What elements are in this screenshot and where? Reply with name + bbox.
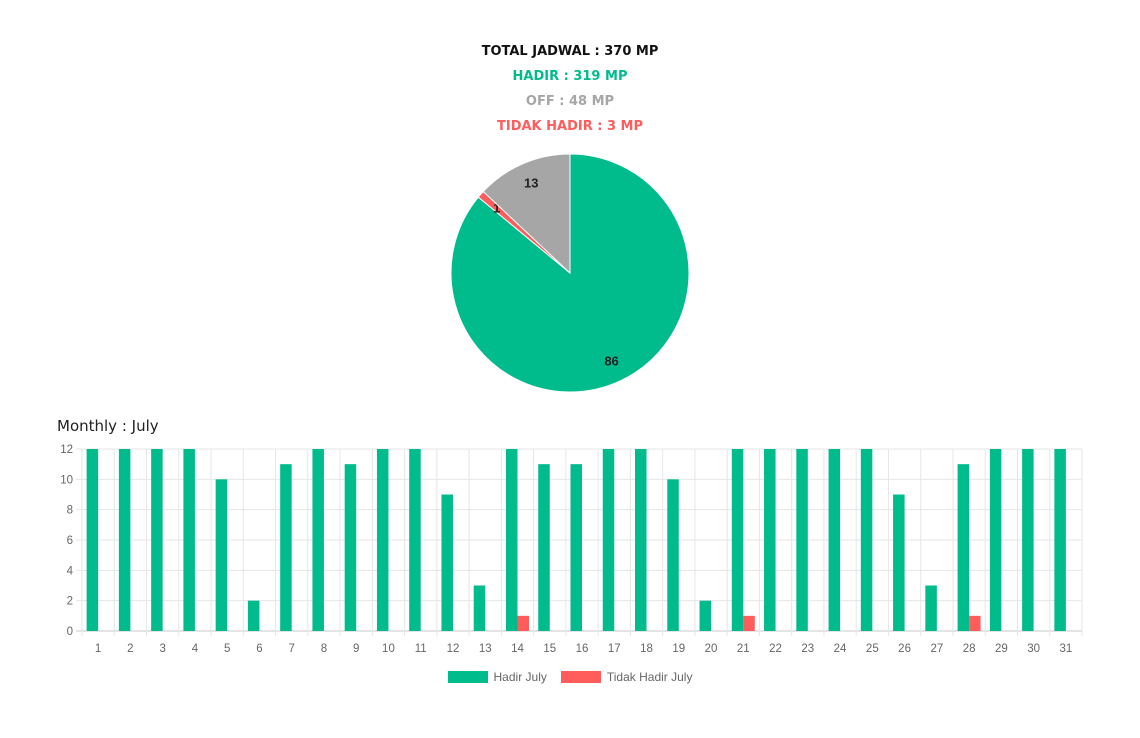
legend-item-tidak-hadir[interactable]: Tidak Hadir July	[560, 670, 693, 684]
x-tick-label: 12	[447, 643, 460, 655]
attendance-pie-chart: 86 1 13	[450, 153, 690, 393]
x-tick-label: 13	[479, 643, 492, 655]
x-tick-label: 31	[1059, 643, 1072, 655]
x-tick-label: 7	[288, 643, 294, 655]
bar-hadir-july-10[interactable]	[376, 449, 389, 631]
bar-hadir-july-30[interactable]	[1022, 449, 1034, 631]
bar-hadir-july-25[interactable]	[860, 449, 873, 631]
bar-hadir-july-19[interactable]	[667, 479, 679, 631]
total-jadwal-label: TOTAL JADWAL : 370 MP	[481, 44, 659, 59]
bar-hadir-july-16[interactable]	[570, 464, 583, 631]
x-tick-label: 1	[95, 643, 101, 655]
bar-hadir-july-26[interactable]	[893, 494, 905, 632]
bar-hadir-july-9[interactable]	[344, 464, 357, 631]
x-tick-label: 11	[415, 643, 427, 655]
x-tick-label: 22	[769, 643, 782, 655]
x-tick-label: 17	[608, 643, 621, 655]
y-tick-label: 2	[67, 596, 73, 608]
x-tick-label: 3	[159, 643, 165, 655]
pie-value-label-off: 13	[524, 175, 538, 190]
y-tick-label: 6	[67, 535, 73, 547]
x-tick-label: 5	[224, 643, 230, 655]
bar-hadir-july-2[interactable]	[118, 449, 131, 631]
bar-chart-legend: Hadir July Tidak Hadir July	[0, 670, 1140, 684]
x-tick-label: 18	[640, 643, 653, 655]
x-tick-label: 16	[576, 643, 589, 655]
bar-hadir-july-27[interactable]	[925, 585, 937, 632]
bar-hadir-july-7[interactable]	[280, 464, 292, 631]
bar-hadir-july-3[interactable]	[151, 449, 163, 631]
x-tick-label: 28	[963, 643, 976, 655]
bar-hadir-july-29[interactable]	[989, 449, 1002, 631]
off-label: OFF : 48 MP	[525, 94, 615, 109]
bar-hadir-july-18[interactable]	[635, 449, 647, 631]
y-tick-label: 0	[67, 626, 73, 638]
bar-hadir-july-20[interactable]	[699, 600, 712, 631]
bar-hadir-july-24[interactable]	[828, 449, 841, 631]
x-tick-label: 25	[866, 643, 879, 655]
monthly-chart-title: Monthly : July	[57, 417, 159, 435]
bar-hadir-july-12[interactable]	[441, 494, 453, 632]
x-tick-label: 21	[737, 643, 750, 655]
legend-swatch-hadir	[447, 671, 488, 683]
bar-hadir-july-17[interactable]	[602, 449, 615, 631]
x-tick-label: 14	[511, 643, 524, 655]
x-tick-label: 9	[353, 643, 359, 655]
x-tick-label: 4	[192, 643, 199, 655]
x-tick-label: 8	[321, 643, 327, 655]
x-tick-label: 30	[1027, 643, 1040, 655]
bar-hadir-july-13[interactable]	[473, 585, 486, 632]
x-tick-label: 15	[543, 643, 556, 655]
pie-value-label-tidak-hadir: 1	[493, 200, 500, 215]
bar-hadir-july-4[interactable]	[183, 449, 195, 631]
bar-hadir-july-22[interactable]	[764, 449, 776, 631]
x-tick-label: 23	[801, 643, 814, 655]
hadir-label: HADIR : 319 MP	[512, 69, 628, 84]
bar-hadir-july-1[interactable]	[86, 449, 99, 631]
legend-swatch-tidak-hadir	[560, 671, 601, 683]
x-tick-label: 20	[705, 643, 718, 655]
legend-label-tidak-hadir: Tidak Hadir July	[606, 670, 693, 684]
bar-hadir-july-23[interactable]	[796, 449, 808, 631]
x-tick-label: 29	[995, 643, 1008, 655]
y-tick-label: 4	[67, 565, 74, 577]
y-tick-label: 8	[67, 505, 73, 517]
tidak-hadir-label: TIDAK HADIR : 3 MP	[496, 119, 644, 134]
y-tick-label: 10	[60, 474, 73, 486]
x-tick-label: 19	[672, 643, 685, 655]
x-tick-label: 10	[382, 643, 395, 655]
pie-slice-off[interactable]	[482, 153, 571, 275]
bar-hadir-july-5[interactable]	[215, 479, 228, 631]
bar-tidak-hadir-july-21[interactable]	[743, 615, 755, 631]
x-tick-label: 27	[930, 643, 943, 655]
bar-hadir-july-28[interactable]	[957, 464, 970, 631]
y-tick-label: 12	[60, 444, 73, 456]
bar-hadir-july-21[interactable]	[731, 449, 744, 631]
x-tick-label: 24	[834, 643, 847, 655]
x-tick-label: 2	[127, 643, 133, 655]
legend-label-hadir: Hadir July	[493, 670, 547, 684]
x-tick-label: 26	[898, 643, 911, 655]
bar-hadir-july-31[interactable]	[1054, 449, 1066, 631]
bar-hadir-july-14[interactable]	[505, 449, 518, 631]
x-tick-label: 6	[256, 643, 262, 655]
bar-hadir-july-15[interactable]	[538, 464, 550, 631]
bar-tidak-hadir-july-28[interactable]	[969, 615, 981, 631]
bar-hadir-july-8[interactable]	[312, 449, 324, 631]
bar-hadir-july-11[interactable]	[409, 449, 421, 631]
legend-item-hadir[interactable]: Hadir July	[447, 670, 547, 684]
bar-hadir-july-6[interactable]	[247, 600, 260, 631]
pie-value-label-hadir: 86	[604, 353, 618, 368]
bar-tidak-hadir-july-14[interactable]	[517, 615, 529, 631]
